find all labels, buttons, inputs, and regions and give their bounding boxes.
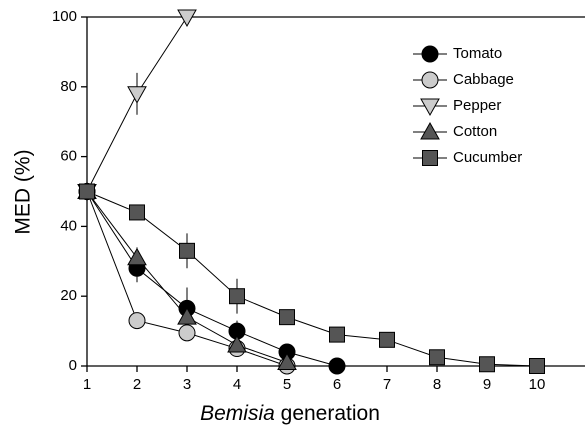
x-tick-label: 7 — [383, 376, 391, 393]
data-point — [329, 326, 345, 343]
data-point — [177, 9, 197, 28]
x-tick-label: 5 — [283, 376, 291, 393]
data-point — [178, 324, 196, 342]
data-point — [128, 312, 146, 330]
legend-label: Cotton — [453, 123, 497, 140]
y-axis-label: MED (%) — [12, 149, 35, 234]
data-point — [129, 204, 145, 221]
y-tick-label: 100 — [52, 8, 77, 25]
data-point — [179, 242, 195, 259]
x-tick-label: 10 — [529, 376, 546, 393]
x-tick-label: 6 — [333, 376, 341, 393]
data-point — [529, 358, 545, 374]
legend-marker — [420, 98, 440, 117]
x-axis-label: Bemisia generation — [200, 402, 380, 425]
x-tick-label: 4 — [233, 376, 241, 393]
x-tick-label: 1 — [83, 376, 91, 393]
x-axis-label-italic: Bemisia — [200, 402, 275, 425]
x-tick-label: 3 — [183, 376, 191, 393]
x-tick-label: 9 — [483, 376, 491, 393]
legend-marker — [421, 71, 439, 89]
data-point — [328, 357, 346, 375]
series-line — [86, 191, 338, 367]
y-tick-label: 20 — [60, 287, 77, 304]
data-point — [79, 183, 95, 200]
data-point — [127, 247, 147, 266]
data-point — [127, 86, 147, 104]
legend-label: Cabbage — [453, 71, 514, 88]
legend-marker — [420, 121, 440, 140]
legend-marker — [421, 45, 439, 63]
series-line — [86, 191, 538, 367]
y-tick-label: 80 — [60, 78, 77, 95]
data-point — [279, 309, 295, 326]
y-tick-label: 60 — [60, 148, 77, 165]
data-point — [277, 352, 297, 371]
y-tick-label: 0 — [69, 357, 77, 374]
data-point — [177, 307, 197, 325]
x-tick-label: 8 — [433, 376, 441, 393]
data-point — [229, 288, 245, 305]
legend-label: Cucumber — [453, 149, 522, 166]
data-point — [379, 331, 395, 348]
x-tick-label: 2 — [133, 376, 141, 393]
x-axis-label-rest: generation — [281, 402, 380, 425]
legend-label: Tomato — [453, 45, 502, 62]
legend-label: Pepper — [453, 97, 501, 114]
legend-marker — [422, 150, 438, 166]
data-point — [429, 349, 445, 366]
data-point — [227, 335, 247, 353]
data-point — [479, 356, 495, 373]
y-tick-label: 40 — [60, 217, 77, 234]
